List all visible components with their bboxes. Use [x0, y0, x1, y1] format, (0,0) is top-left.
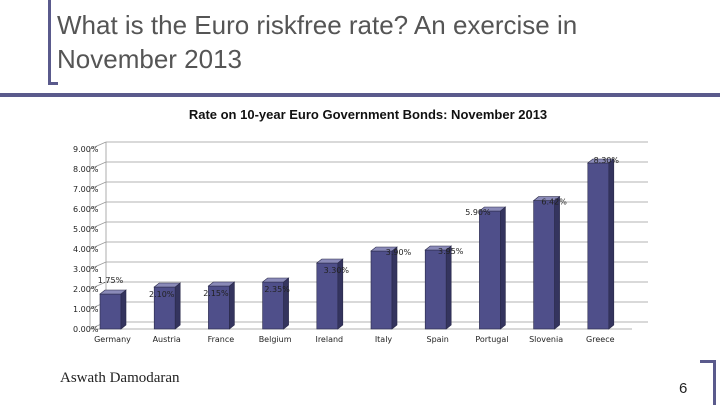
gridline-diagonal	[89, 241, 107, 250]
bar	[424, 245, 453, 330]
right-bracket-top-decoration	[700, 360, 716, 363]
data-label: 3.30%	[324, 266, 350, 275]
data-label: 6.42%	[541, 198, 567, 207]
y-tick-label: 4.00%	[73, 245, 99, 254]
bar-side	[120, 289, 127, 330]
y-tick-label: 0.00%	[73, 325, 99, 334]
data-label: 2.10%	[149, 290, 175, 299]
data-label: 2.15%	[203, 289, 229, 298]
title-divider-rule	[0, 93, 720, 97]
x-tick-label: Belgium	[259, 335, 292, 344]
bar-side	[445, 245, 452, 330]
bar-side	[500, 206, 506, 330]
gridline-diagonal	[89, 201, 107, 210]
bar-top	[532, 196, 561, 201]
x-tick-label: Germany	[94, 335, 131, 344]
left-bracket-decoration	[48, 0, 51, 84]
bar-side	[391, 246, 398, 330]
data-label: 8.30%	[594, 156, 620, 165]
bar-top	[424, 245, 453, 251]
data-label: 3.95%	[438, 247, 464, 256]
y-tick-label: 8.00%	[73, 165, 99, 174]
bar-front	[479, 210, 501, 330]
bar-top	[153, 282, 182, 288]
y-tick-label: 3.00%	[73, 265, 99, 274]
gridline-diagonal	[89, 221, 107, 230]
bar-side	[608, 158, 615, 330]
bar-top	[207, 281, 236, 287]
gridline-diagonal	[89, 261, 107, 270]
bar	[370, 246, 398, 330]
bar-front	[533, 200, 555, 330]
bar-front	[424, 249, 447, 330]
x-tick-label: Greece	[586, 335, 615, 344]
y-tick-label: 7.00%	[73, 185, 99, 194]
y-tick-label: 2.00%	[73, 285, 99, 294]
data-label: 3.90%	[386, 248, 412, 257]
bar	[478, 206, 507, 330]
author-name: Aswath Damodaran	[60, 370, 180, 386]
bar-side	[229, 281, 235, 330]
x-tick-label: Spain	[427, 335, 449, 344]
bar-top	[99, 289, 127, 295]
bar	[153, 282, 182, 330]
y-tick-label: 9.00%	[73, 145, 99, 154]
gridline-diagonal	[89, 161, 107, 170]
bar-front	[370, 250, 393, 330]
slide-title: What is the Euro riskfree rate? An exerc…	[57, 10, 578, 74]
gridline-diagonal	[89, 141, 107, 150]
right-bracket-decoration	[713, 360, 716, 405]
bar	[261, 277, 290, 330]
bar-top	[315, 258, 344, 264]
y-tick-label: 1.00%	[73, 305, 99, 314]
x-tick-label: Slovenia	[529, 335, 563, 344]
bar-top	[261, 277, 290, 283]
bar-front	[99, 293, 122, 330]
bar-side	[174, 282, 181, 330]
bar	[315, 258, 344, 330]
chart-title: Rate on 10-year Euro Government Bonds: N…	[189, 107, 547, 122]
bar	[532, 195, 561, 330]
data-label: 5.90%	[465, 208, 491, 217]
data-label: 1.75%	[98, 276, 124, 285]
bar	[207, 281, 236, 330]
chart-data-labels: 1.75% 2.10% 2.15% 2.35% 3.30% 3.90% 3.95% 5.90%…	[98, 156, 620, 299]
left-bracket-foot-decoration	[48, 82, 58, 85]
bar-side	[554, 195, 560, 330]
bar-top	[586, 158, 615, 164]
x-tick-label: Italy	[375, 335, 393, 344]
bar-top	[370, 246, 398, 252]
y-tick-label: 6.00%	[73, 205, 99, 214]
bar	[586, 158, 615, 330]
y-tick-label: 5.00%	[73, 225, 99, 234]
chart-x-ticks: Germany Austria France Belgium Ireland Italy S…	[94, 335, 615, 344]
gridline-diagonal	[89, 181, 107, 190]
x-tick-label: Ireland	[315, 335, 343, 344]
page-number: 6	[679, 380, 688, 397]
chart-y-ticks: 0.00% 1.00% 2.00% 3.00% 4.00% 5.00% 6.00% 7.00%…	[73, 145, 99, 334]
x-tick-label: Austria	[153, 335, 181, 344]
data-label: 2.35%	[264, 285, 290, 294]
bar-front	[587, 162, 610, 330]
chart-bars	[99, 158, 615, 330]
x-tick-label: Portugal	[475, 335, 508, 344]
bar	[99, 289, 127, 330]
bar-top	[478, 206, 507, 212]
gridline-diagonal	[89, 281, 107, 290]
x-tick-label: France	[208, 335, 235, 344]
